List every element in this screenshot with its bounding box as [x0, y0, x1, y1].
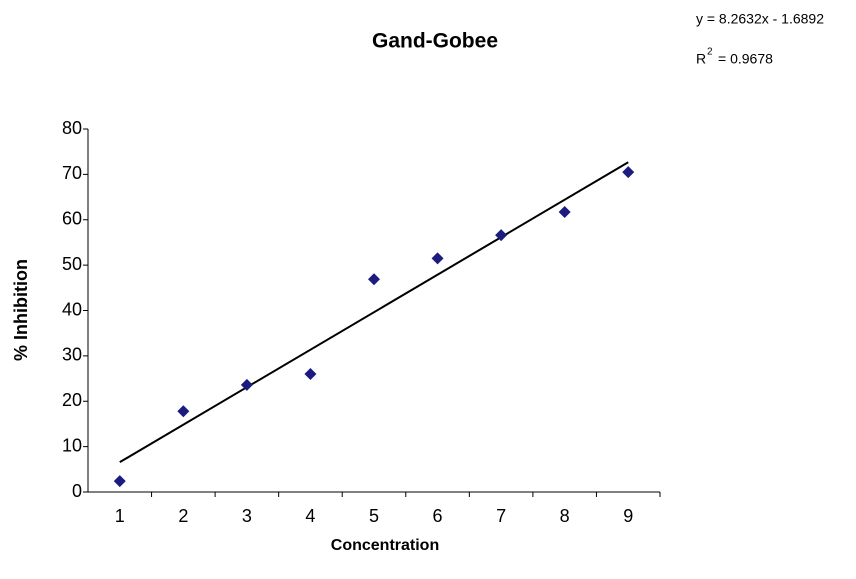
x-tick-label: 8 — [560, 506, 570, 526]
x-tick-label: 5 — [369, 506, 379, 526]
r-squared-exponent: 2 — [707, 47, 713, 58]
r-squared-symbol: R — [696, 51, 706, 67]
chart-title: Gand-Gobee — [372, 30, 498, 53]
r-squared-value: = 0.9678 — [718, 51, 773, 67]
y-axis-label: % Inhibition — [11, 259, 31, 361]
marker — [177, 405, 190, 418]
y-tick-label: 80 — [62, 118, 82, 138]
x-tick-label: 2 — [178, 506, 188, 526]
y-tick-label: 50 — [62, 254, 82, 274]
x-tick-label: 6 — [433, 506, 443, 526]
x-tick-label: 3 — [242, 506, 252, 526]
y-tick-label: 20 — [62, 390, 82, 410]
marker — [113, 475, 126, 488]
marker — [622, 166, 635, 179]
marker — [368, 273, 380, 286]
marker — [495, 229, 508, 242]
y-tick-label: 60 — [62, 209, 82, 229]
y-tick-label: 10 — [62, 435, 82, 455]
trendline-equation: y = 8.2632x - 1.6892 — [696, 11, 824, 27]
y-tick-label: 30 — [62, 345, 82, 365]
x-tick-label: 7 — [496, 506, 506, 526]
y-tick-label: 70 — [62, 163, 82, 183]
marker — [431, 252, 444, 265]
x-tick-label: 9 — [623, 506, 633, 526]
y-tick-label: 40 — [62, 299, 82, 319]
marker — [558, 206, 571, 219]
y-tick-label: 0 — [72, 481, 82, 501]
x-tick-label: 1 — [115, 506, 125, 526]
trendline — [119, 161, 629, 464]
marker — [240, 378, 253, 391]
x-axis-label: Concentration — [331, 537, 439, 554]
marker — [304, 368, 317, 381]
x-tick-label: 4 — [305, 506, 315, 526]
